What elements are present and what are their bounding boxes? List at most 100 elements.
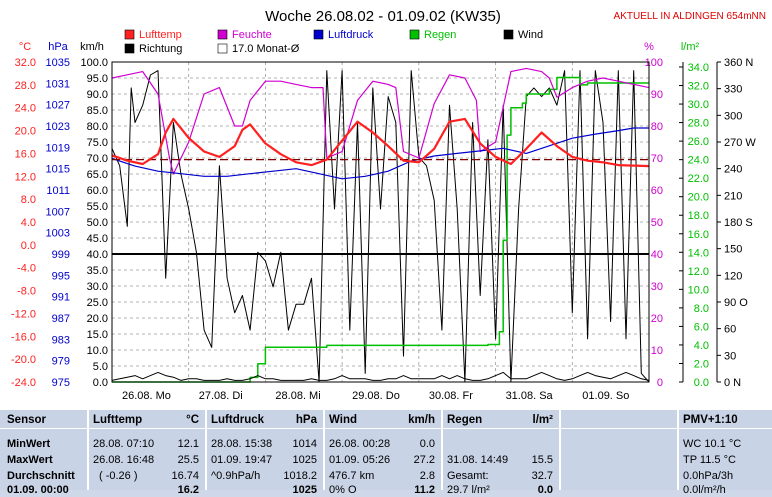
sensor-header: Sensor (7, 414, 46, 426)
legend-label: 17.0 Monat-Ø (232, 43, 300, 55)
column-separator (441, 410, 443, 490)
wind-tick-label: 35.0 (87, 265, 108, 277)
x-tick-label: 01.09. So (582, 390, 629, 402)
direction-tick-label: 90 O (724, 297, 748, 309)
humidity-tick-label: 80 (651, 121, 663, 133)
rain-tick-label: 12.0 (688, 266, 709, 278)
rain-tick-label: 10.0 (688, 284, 709, 296)
weather-chart: Woche 26.08.02 - 01.09.02 (KW35) AKTUELL… (11, 8, 766, 402)
empty-column (561, 410, 675, 490)
wind-tick-label: 30.0 (87, 281, 108, 293)
pressure-axis-unit: hPa (48, 41, 68, 53)
pressure-tick-label: 995 (52, 270, 70, 282)
axes: 32.0 28.0 24.0 20.0 16.0 12.0 8.0 4.0 0.0 -4.0 -8.… (11, 57, 756, 402)
pressure-unit: hPa (295, 414, 317, 426)
rain-avg-value: 32.7 (531, 470, 553, 482)
statistics-table: Sensor MinWert MaxWert Durchschnitt 01.0… (0, 410, 772, 496)
pmv-line-1: WC 10.1 °C (683, 438, 742, 450)
x-tick-label: 30.08. Fr (429, 390, 473, 402)
wind-tick-label: 5.0 (93, 361, 108, 373)
direction-tick-label: 240 (724, 164, 742, 176)
wind-min-value: 0.0 (419, 438, 435, 450)
temp-tick-label: 28.0 (15, 80, 36, 92)
wind-tick-label: 45.0 (87, 233, 108, 245)
rain-tick-label: 8.0 (694, 303, 709, 315)
pressure-avg-note: ^0.9hPa/h (211, 470, 261, 482)
humidity-tick-label: 0 (657, 377, 663, 389)
rain-line (112, 76, 649, 383)
pressure-tick-label: 991 (52, 292, 70, 304)
humidity-tick-label: 30 (651, 281, 663, 293)
pressure-tick-label: 1023 (46, 121, 70, 133)
legend-swatch (313, 29, 324, 40)
rain-axis-unit: l/m² (681, 41, 700, 53)
humidity-line (111, 67, 650, 175)
temp-tick-label: 12.0 (15, 171, 36, 183)
wind-tick-label: 50.0 (87, 217, 108, 229)
pressure-tick-label: 987 (52, 313, 70, 325)
wind-tick-label: 10.0 (87, 345, 108, 357)
rain-tick-label: 0.0 (694, 377, 709, 389)
max-label: MaxWert (7, 454, 53, 466)
temp-column: Lufttemp °C 28.08. 07:10 12.1 26.08. 16:… (89, 410, 203, 496)
table-header-divider (0, 428, 772, 429)
legend-label: Feuchte (232, 29, 272, 41)
rain-tick-label: 6.0 (694, 321, 709, 333)
temp-tick-label: -24.0 (11, 377, 36, 389)
series (111, 67, 650, 383)
chart-title: Woche 26.08.02 - 01.09.02 (KW35) (265, 8, 501, 25)
wind-speed-line (111, 371, 650, 381)
wind-avg-value: 2.8 (419, 470, 435, 482)
column-separator (87, 410, 89, 490)
direction-tick-label: 180 S (724, 217, 753, 229)
rain-tick-label: 28.0 (688, 118, 709, 130)
wind-unit: km/h (408, 414, 435, 426)
rain-unit: l/m² (532, 414, 553, 426)
wind-tick-label: 55.0 (87, 201, 108, 213)
pressure-line (111, 127, 649, 180)
sensor-column: Sensor MinWert MaxWert Durchschnitt 01.0… (0, 410, 90, 496)
x-tick-label: 26.08. Mo (122, 390, 171, 402)
wind-tick-label: 60.0 (87, 185, 108, 197)
rain-tick-label: 14.0 (688, 247, 709, 259)
temp-max-time: 26.08. 16:48 (93, 454, 155, 466)
pressure-min-value: 1014 (292, 438, 317, 450)
direction-tick-label: 210 (724, 190, 742, 202)
temp-tick-label: 24.0 (15, 103, 36, 115)
legend-label: Regen (424, 29, 456, 41)
pressure-extra-value: 1025 (292, 484, 317, 496)
rain-tick-label: 18.0 (688, 210, 709, 222)
wind-tick-label: 0.0 (93, 377, 108, 389)
rain-tick-label: 32.0 (688, 81, 709, 93)
temp-tick-label: 16.0 (15, 148, 36, 160)
legend-label: Richtung (139, 43, 182, 55)
humidity-tick-label: 20 (651, 313, 663, 325)
pressure-tick-label: 1031 (46, 78, 70, 90)
pressure-tick-label: 1011 (46, 185, 70, 197)
plot-border (111, 61, 650, 383)
direction-tick-label: 120 (724, 270, 742, 282)
humidity-tick-label: 50 (651, 217, 663, 229)
rain-extra-note: 29.7 l/m² (447, 484, 490, 496)
direction-tick-label: 60 (724, 324, 736, 336)
rain-tick-label: 24.0 (688, 155, 709, 167)
direction-tick-label: 270 W (724, 137, 756, 149)
pressure-tick-label: 975 (52, 377, 70, 389)
temp-axis-unit: °C (19, 41, 31, 53)
wind-tick-label: 85.0 (87, 105, 108, 117)
direction-tick-label: 30 (724, 350, 736, 362)
temp-tick-label: 32.0 (15, 57, 36, 69)
wind-tick-label: 20.0 (87, 313, 108, 325)
rain-tick-label: 2.0 (694, 358, 709, 370)
direction-tick-label: 330 (724, 84, 742, 96)
rain-tick-label: 34.0 (688, 62, 709, 74)
legend: Lufttemp Feuchte Luftdruck Regen Wind Richtun… (124, 29, 543, 55)
legend-label: Lufttemp (139, 29, 182, 41)
pressure-tick-label: 1003 (46, 228, 70, 240)
temperature-line (111, 117, 650, 168)
pressure-tick-label: 1035 (46, 57, 70, 69)
wind-tick-label: 75.0 (87, 137, 108, 149)
humidity-tick-label: 10 (651, 345, 663, 357)
rain-max-value: 15.5 (531, 454, 553, 466)
pressure-min-time: 28.08. 15:38 (211, 438, 273, 450)
